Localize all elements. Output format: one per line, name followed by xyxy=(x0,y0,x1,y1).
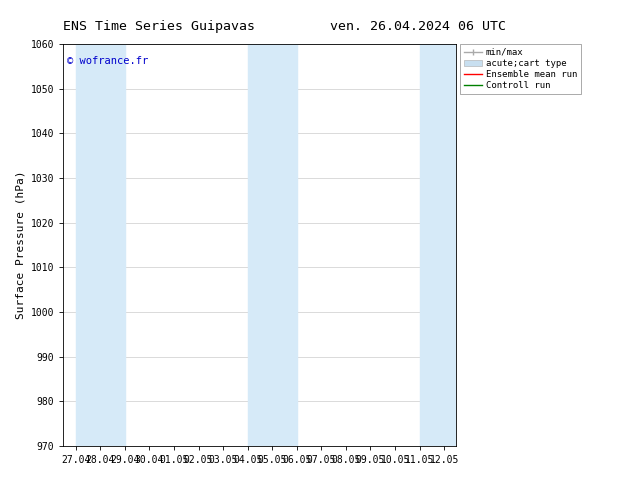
Legend: min/max, acute;cart type, Ensemble mean run, Controll run: min/max, acute;cart type, Ensemble mean … xyxy=(460,44,581,94)
Text: ENS Time Series Guipavas: ENS Time Series Guipavas xyxy=(63,20,256,33)
Text: ven. 26.04.2024 06 UTC: ven. 26.04.2024 06 UTC xyxy=(330,20,506,33)
Bar xyxy=(248,44,297,446)
Text: © wofrance.fr: © wofrance.fr xyxy=(67,56,148,66)
Bar xyxy=(420,44,456,446)
Bar xyxy=(75,44,125,446)
Y-axis label: Surface Pressure (hPa): Surface Pressure (hPa) xyxy=(15,171,25,319)
